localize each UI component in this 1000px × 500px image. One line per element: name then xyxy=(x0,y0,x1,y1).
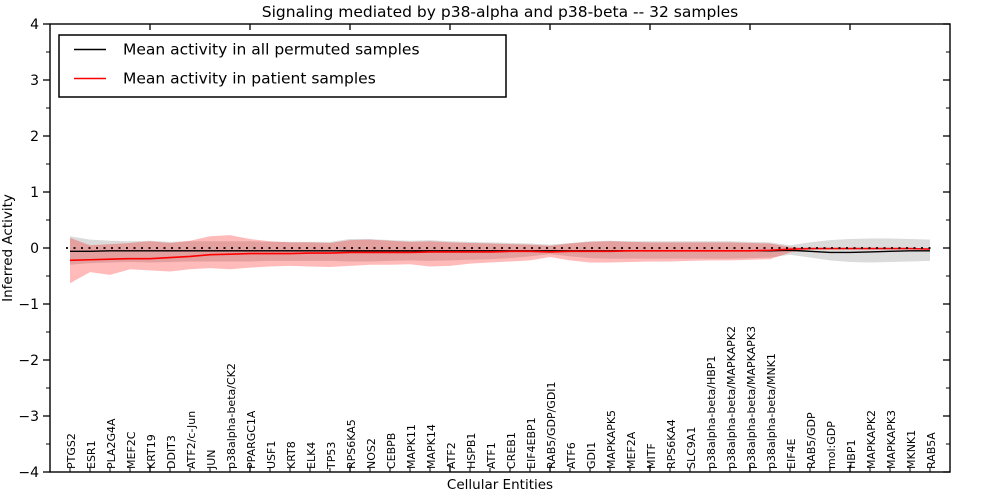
x-category-label: p38alpha-beta/MAPKAPK3 xyxy=(745,326,758,469)
x-category-label: HBP1 xyxy=(845,440,858,469)
x-category-label: PPARGC1A xyxy=(245,410,258,469)
y-tick-label: 3 xyxy=(30,73,39,89)
x-category-label: TP53 xyxy=(325,442,338,470)
x-category-label: JUN xyxy=(205,449,218,470)
x-category-label: ATF2/c-Jun xyxy=(185,411,198,469)
legend-label-permuted-samples: Mean activity in all permuted samples xyxy=(123,41,420,59)
y-tick-label: 2 xyxy=(30,129,39,145)
x-category-label: EIF4E xyxy=(785,438,798,469)
mean-line-patient xyxy=(69,247,931,262)
x-category-label: MEF2A xyxy=(625,431,638,469)
legend-box xyxy=(58,34,507,98)
x-category-label: NOS2 xyxy=(365,438,378,469)
x-category-label: p38alpha-beta/MNK1 xyxy=(765,353,778,469)
x-category-label: RAB5/GDP xyxy=(805,412,818,469)
y-tick-label: −1 xyxy=(18,297,39,313)
x-category-label: GDI1 xyxy=(585,442,598,469)
x-category-label: HSPB1 xyxy=(465,433,478,469)
legend-label-patient-samples: Mean activity in patient samples xyxy=(123,70,376,88)
x-category-label: ELK4 xyxy=(305,442,318,469)
y-tick-label: 1 xyxy=(30,185,39,201)
x-category-label: MAPKAPK2 xyxy=(865,410,878,469)
x-category-label: PTGS2 xyxy=(65,433,78,469)
y-axis-label: Inferred Activity xyxy=(0,194,16,302)
x-category-label: MAPK14 xyxy=(425,424,438,469)
x-category-label: KRT19 xyxy=(145,434,158,469)
confidence-band-patient xyxy=(70,235,930,284)
x-axis-label: Cellular Entities xyxy=(447,477,553,493)
x-category-label: ATF1 xyxy=(485,442,498,469)
chart-title: Signaling mediated by p38-alpha and p38-… xyxy=(262,3,738,21)
x-category-label: CEBPB xyxy=(385,433,398,469)
x-category-label: MITF xyxy=(645,443,658,469)
x-category-label: mol:GDP xyxy=(825,421,838,469)
x-category-label: p38alpha-beta/MAPKAPK2 xyxy=(725,326,738,469)
x-category-label: ATF2 xyxy=(445,442,458,469)
x-category-label: DDIT3 xyxy=(165,435,178,469)
y-tick-label: 4 xyxy=(30,17,39,33)
x-category-label: ESR1 xyxy=(85,440,98,469)
x-category-label: MEF2C xyxy=(125,431,138,469)
y-tick-label: 0 xyxy=(30,241,39,257)
x-category-label: RAB5/GDP/GDI1 xyxy=(545,381,558,469)
x-category-label: ATF6 xyxy=(565,442,578,469)
y-tick-label: −3 xyxy=(18,409,39,425)
x-category-label: RPS6KA5 xyxy=(345,419,358,469)
x-category-label: RAB5A xyxy=(925,432,938,469)
x-category-label: EIF4EBP1 xyxy=(525,417,538,469)
x-category-label: MAPKAPK3 xyxy=(885,410,898,469)
x-category-label: SLC9A1 xyxy=(685,427,698,469)
x-category-label: RPS6KA4 xyxy=(665,419,678,469)
x-category-label: MAPK11 xyxy=(405,424,418,469)
y-tick-label: −4 xyxy=(18,465,39,481)
x-category-label: USF1 xyxy=(265,441,278,469)
x-category-label: MAPKAPK5 xyxy=(605,410,618,469)
mean-line-permuted xyxy=(70,249,930,254)
x-category-label: p38alpha-beta/HBP1 xyxy=(705,356,718,469)
y-tick-label: −2 xyxy=(18,353,39,369)
legend: Mean activity in all permuted samples Me… xyxy=(58,34,507,98)
x-category-label: p38alpha-beta/CK2 xyxy=(225,363,238,469)
x-category-label: PLA2G4A xyxy=(105,418,118,469)
x-category-label: CREB1 xyxy=(505,432,518,469)
x-category-label: MKNK1 xyxy=(905,430,918,469)
x-category-label: KRT8 xyxy=(285,441,298,469)
plot-area: 4 3 2 1 0 −1 −2 −3 −4 PTGS2 ESR1 PLA2G4A MEF2C KRT19 D… xyxy=(18,17,951,481)
